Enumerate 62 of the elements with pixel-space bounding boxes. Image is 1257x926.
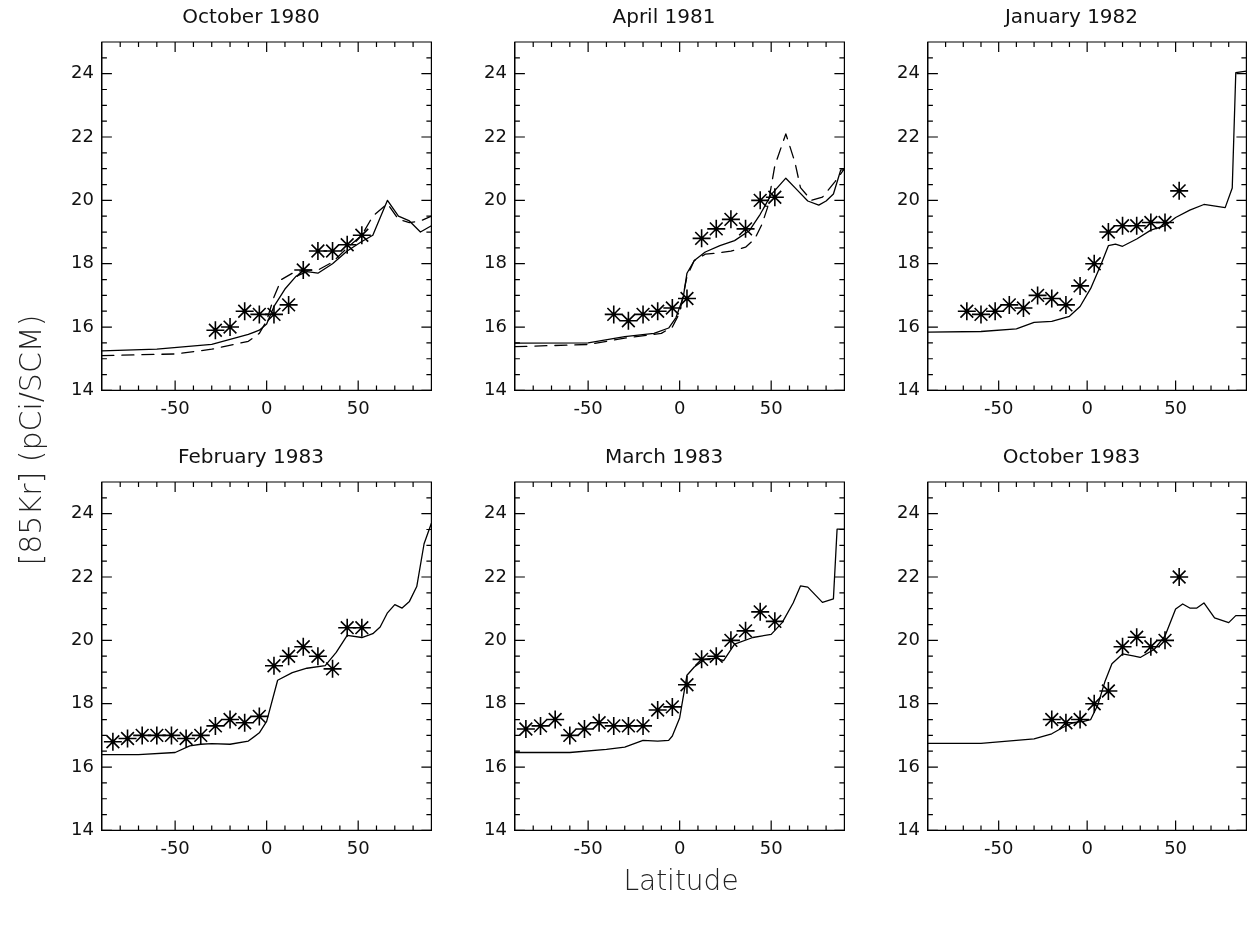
chart-title: April 1981	[612, 4, 716, 29]
x-tick-label: 50	[1164, 396, 1188, 418]
y-tick-label: 16	[897, 754, 920, 776]
x-tick-label: 50	[346, 836, 370, 858]
y-tick-label: 18	[71, 251, 94, 273]
x-tick-label: -50	[983, 396, 1014, 418]
y-tick-label: 18	[897, 251, 920, 273]
x-tick-label: 0	[260, 396, 273, 418]
y-tick-label: 20	[71, 628, 94, 650]
x-tick-label: -50	[573, 836, 603, 858]
y-tick-label: 18	[71, 691, 94, 713]
y-tick-label: 14	[71, 818, 94, 840]
y-tick-label: 16	[897, 314, 920, 336]
y-tick-label: 14	[897, 378, 920, 400]
y-tick-label: 24	[897, 501, 920, 523]
y-tick-label: 22	[897, 124, 920, 146]
y-tick-label: 22	[71, 564, 94, 586]
y-tick-label: 20	[484, 188, 507, 210]
x-tick-label: 0	[1081, 836, 1093, 858]
chart-title: October 1980	[182, 4, 320, 29]
y-tick-label: 14	[484, 378, 507, 400]
chart-title: October 1983	[1002, 444, 1141, 469]
x-tick-label: 50	[759, 836, 783, 858]
y-tick-label: 20	[71, 188, 94, 210]
x-tick-label: -50	[160, 836, 190, 858]
y-tick-label: 20	[897, 188, 920, 210]
x-tick-label: 0	[673, 836, 686, 858]
y-tick-label: 24	[897, 61, 920, 83]
y-tick-label: 20	[897, 628, 920, 650]
x-tick-label: 0	[260, 836, 273, 858]
y-tick-label: 22	[897, 564, 920, 586]
x-tick-label: 50	[346, 396, 370, 418]
y-tick-label: 22	[484, 124, 507, 146]
y-tick-label: 24	[484, 501, 507, 523]
y-tick-label: 16	[71, 314, 94, 336]
x-tick-label: 50	[759, 396, 783, 418]
y-tick-label: 18	[897, 691, 920, 713]
y-tick-label: 24	[71, 61, 94, 83]
y-axis-title: [85Kr] (pCi/SCM)	[12, 314, 48, 566]
x-tick-label: -50	[160, 396, 190, 418]
y-tick-label: 18	[484, 251, 507, 273]
x-tick-label: 50	[1164, 836, 1188, 858]
y-tick-label: 16	[484, 754, 507, 776]
y-tick-label: 16	[484, 314, 507, 336]
y-tick-label: 24	[71, 501, 94, 523]
chart-title: January 1982	[1002, 4, 1139, 29]
x-tick-label: 0	[673, 396, 686, 418]
chart-title: February 1983	[178, 444, 324, 469]
y-tick-label: 20	[484, 628, 507, 650]
x-tick-label: -50	[573, 396, 603, 418]
y-tick-label: 24	[484, 61, 507, 83]
y-tick-label: 14	[71, 378, 94, 400]
x-tick-label: 0	[1081, 396, 1093, 418]
x-tick-label: -50	[983, 836, 1014, 858]
y-tick-label: 22	[484, 564, 507, 586]
x-axis-title: Latitude	[623, 863, 739, 897]
y-tick-label: 18	[484, 691, 507, 713]
y-tick-label: 16	[71, 754, 94, 776]
y-tick-label: 14	[484, 818, 507, 840]
y-tick-label: 14	[897, 818, 920, 840]
chart-title: March 1983	[604, 444, 724, 469]
y-tick-label: 22	[71, 124, 94, 146]
